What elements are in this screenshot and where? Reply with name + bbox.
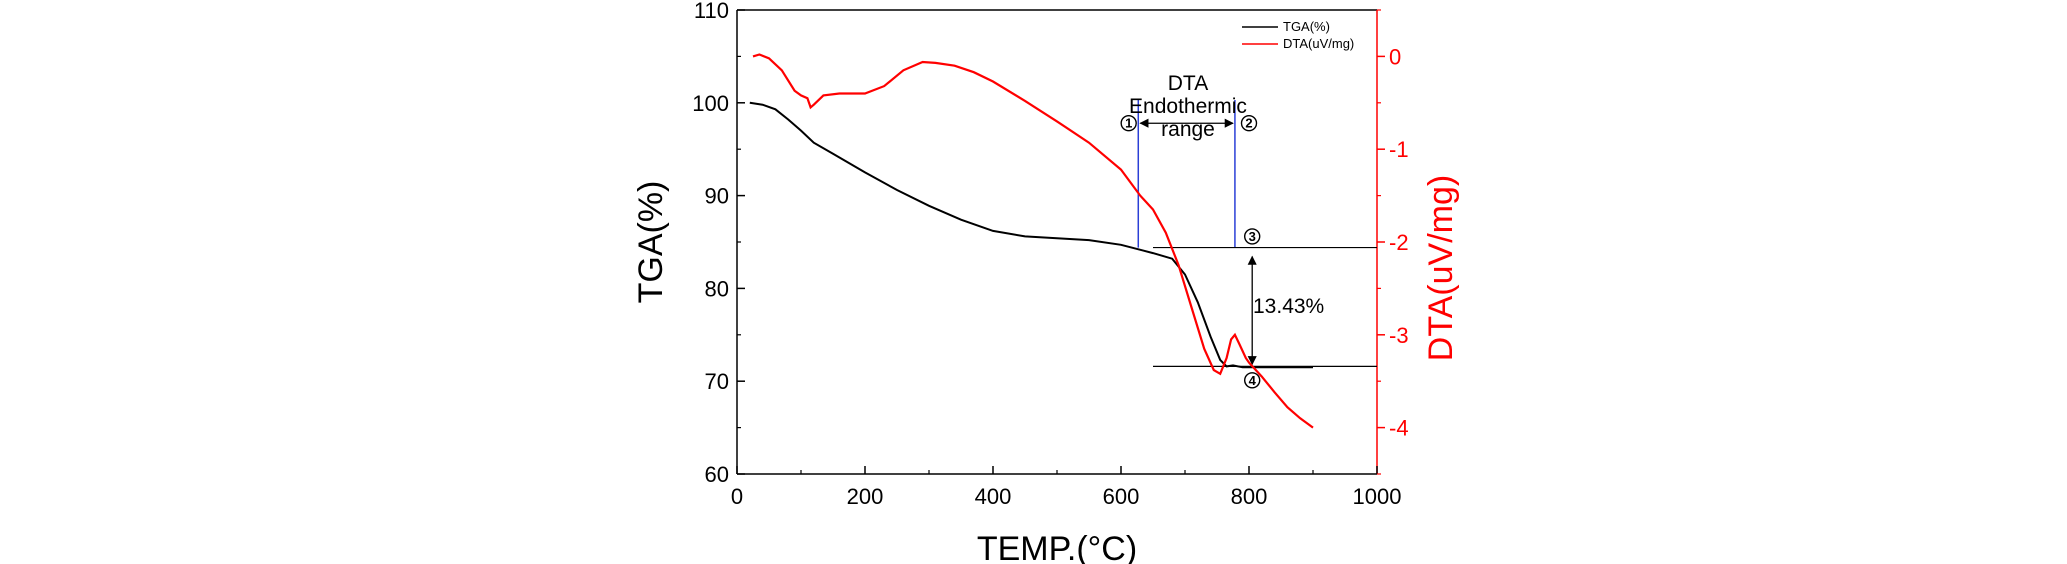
y-tick-label: 60 <box>705 462 729 487</box>
legend-label-dta: DTA(uV/mg) <box>1283 36 1354 51</box>
y-axis-ticks: 60 70 80 90 100 110 <box>692 0 745 487</box>
x-tick-label: 400 <box>975 484 1012 509</box>
x-axis-ticks: 0 200 400 600 800 1000 <box>731 466 1402 509</box>
y-tick-label: 90 <box>705 184 729 209</box>
x-tick-label: 200 <box>847 484 884 509</box>
y2-tick-label: 0 <box>1389 44 1401 69</box>
y2-tick-label: -3 <box>1389 323 1409 348</box>
marker-circle <box>1240 115 1258 132</box>
annotation-percent-label: 13.43% <box>1253 295 1324 318</box>
x-tick-label: 800 <box>1231 484 1268 509</box>
series-line-dta <box>752 53 1314 429</box>
marker-label: 3 <box>1249 229 1256 244</box>
y-tick-label: 100 <box>692 91 729 116</box>
series-line-tga <box>749 101 1313 369</box>
y-tick-label: 110 <box>694 0 729 23</box>
y-tick-label: 80 <box>705 276 729 301</box>
marker-circle <box>1120 115 1137 132</box>
y-axis-title: TGA(%) <box>632 181 670 304</box>
marker-circle <box>1243 228 1261 245</box>
marker-label: 4 <box>1249 373 1257 388</box>
annotation-dta-label: DTA <box>1168 72 1208 95</box>
x-tick-label: 1000 <box>1353 484 1402 509</box>
annotation-dta-label: range <box>1161 118 1215 141</box>
y2-tick-label: -2 <box>1389 230 1409 255</box>
y2-axis-ticks: 0 -1 -2 -3 -4 <box>1377 9 1409 475</box>
marker-label: 1 <box>1125 116 1132 131</box>
x-tick-label: 0 <box>731 484 743 509</box>
annotation-dta-label: Endothermic <box>1129 95 1247 118</box>
y2-tick-label: -4 <box>1389 416 1409 441</box>
y2-tick-label: -1 <box>1389 137 1409 162</box>
y2-axis-title: DTA(uV/mg) <box>1422 175 1460 361</box>
legend: TGA(%) DTA(uV/mg) <box>1242 19 1354 51</box>
x-tick-label: 600 <box>1103 484 1140 509</box>
x-axis-title: TEMP.(°C) <box>977 530 1137 564</box>
y-tick-label: 70 <box>705 369 729 394</box>
marker-label: 2 <box>1245 116 1252 131</box>
legend-label-tga: TGA(%) <box>1283 19 1330 34</box>
marker-circle <box>1243 372 1261 389</box>
